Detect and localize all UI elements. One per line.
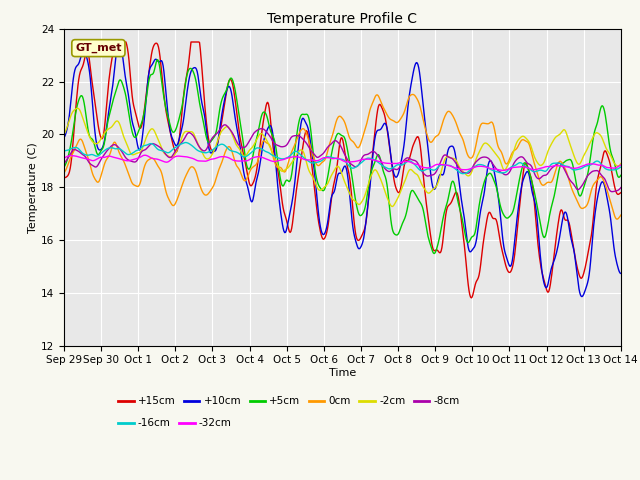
+5cm xyxy=(428,244,435,250)
0cm xyxy=(409,92,417,97)
0cm xyxy=(184,169,192,175)
-32cm xyxy=(70,153,78,159)
X-axis label: Time: Time xyxy=(329,368,356,378)
+15cm xyxy=(128,93,136,98)
-8cm xyxy=(221,122,229,128)
+15cm xyxy=(60,175,68,180)
-2cm xyxy=(185,129,193,134)
0cm xyxy=(127,179,135,184)
Line: -16cm: -16cm xyxy=(64,143,621,174)
Line: +15cm: +15cm xyxy=(64,42,621,298)
+5cm xyxy=(60,164,68,170)
-32cm xyxy=(411,161,419,167)
Line: 0cm: 0cm xyxy=(64,95,621,219)
-32cm xyxy=(60,155,68,161)
Title: Temperature Profile C: Temperature Profile C xyxy=(268,12,417,26)
-2cm xyxy=(428,188,436,193)
Line: -8cm: -8cm xyxy=(64,125,621,192)
-8cm xyxy=(214,130,221,136)
+5cm xyxy=(185,67,193,73)
+5cm xyxy=(411,191,419,196)
-8cm xyxy=(60,161,68,167)
-16cm xyxy=(70,145,78,151)
-16cm xyxy=(411,162,419,168)
-16cm xyxy=(185,141,193,146)
Line: +5cm: +5cm xyxy=(64,60,621,253)
-2cm xyxy=(128,152,136,157)
-16cm xyxy=(182,140,189,145)
+15cm xyxy=(185,60,193,65)
+15cm xyxy=(428,236,435,242)
Line: +10cm: +10cm xyxy=(64,43,621,297)
-32cm xyxy=(428,165,435,170)
0cm xyxy=(613,216,621,222)
-16cm xyxy=(428,167,435,172)
+10cm xyxy=(428,174,435,180)
-2cm xyxy=(70,108,78,113)
-16cm xyxy=(459,171,467,177)
0cm xyxy=(60,170,68,176)
0cm xyxy=(428,139,435,145)
-32cm xyxy=(214,155,222,160)
+15cm xyxy=(411,138,419,144)
Line: -32cm: -32cm xyxy=(64,155,621,170)
+10cm xyxy=(115,40,123,46)
-32cm xyxy=(127,157,135,163)
+5cm xyxy=(617,172,625,178)
+5cm xyxy=(127,125,135,131)
-8cm xyxy=(428,172,435,178)
-2cm xyxy=(214,136,222,142)
-8cm xyxy=(609,189,616,194)
+5cm xyxy=(214,117,222,123)
-8cm xyxy=(184,130,192,136)
-2cm xyxy=(617,161,625,167)
-16cm xyxy=(127,151,135,156)
+15cm xyxy=(617,190,625,195)
+15cm xyxy=(112,39,120,45)
-16cm xyxy=(214,143,222,149)
Line: -2cm: -2cm xyxy=(64,108,621,206)
-32cm xyxy=(499,168,507,173)
-8cm xyxy=(411,157,419,163)
-8cm xyxy=(70,147,78,153)
+5cm xyxy=(70,121,78,127)
-2cm xyxy=(388,204,396,209)
+10cm xyxy=(60,134,68,140)
-16cm xyxy=(617,164,625,170)
+5cm xyxy=(154,57,161,62)
Y-axis label: Temperature (C): Temperature (C) xyxy=(28,142,38,233)
+10cm xyxy=(214,137,222,143)
-32cm xyxy=(617,162,625,168)
+10cm xyxy=(70,71,78,77)
Text: GT_met: GT_met xyxy=(75,43,122,53)
-2cm xyxy=(412,171,419,177)
0cm xyxy=(70,148,78,154)
-2cm xyxy=(74,106,81,111)
0cm xyxy=(617,212,625,218)
-8cm xyxy=(127,158,135,164)
+10cm xyxy=(578,294,586,300)
-16cm xyxy=(60,148,68,154)
+15cm xyxy=(214,138,222,144)
+15cm xyxy=(467,295,475,301)
+10cm xyxy=(185,79,193,84)
+10cm xyxy=(128,119,136,124)
+10cm xyxy=(617,271,625,276)
+10cm xyxy=(411,63,419,69)
-32cm xyxy=(141,152,149,158)
+5cm xyxy=(430,251,438,256)
0cm xyxy=(411,93,419,98)
-32cm xyxy=(185,155,193,160)
+15cm xyxy=(70,127,78,132)
-8cm xyxy=(617,185,625,191)
-2cm xyxy=(60,132,68,137)
Legend: -16cm, -32cm: -16cm, -32cm xyxy=(114,414,236,432)
0cm xyxy=(214,171,221,177)
